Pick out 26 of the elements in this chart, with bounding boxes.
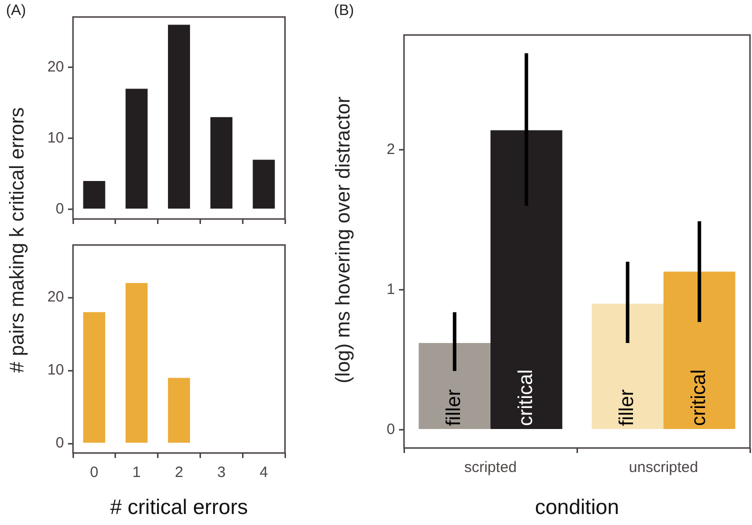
- text: filler: [616, 389, 638, 426]
- y-tick-label: 10: [47, 362, 64, 379]
- chart-title: (A): [6, 2, 26, 19]
- series-label: filler: [443, 389, 466, 426]
- x-tick-label: scripted: [464, 459, 517, 476]
- y-tick-label: 1: [386, 280, 395, 298]
- x-tick-label: 0: [90, 464, 98, 482]
- x-tick-label: unscripted: [628, 459, 698, 476]
- y-tick-label: 20: [47, 288, 64, 306]
- y-tick-label: 20: [47, 58, 64, 76]
- x-axis-title: # critical errors: [110, 496, 248, 520]
- y-tick-label: 0: [56, 434, 64, 452]
- chart-title: (B): [334, 2, 354, 19]
- y-axis-title: (log) ms hovering over distractor: [332, 96, 356, 384]
- y-tick-label: 0: [56, 200, 64, 218]
- text: critical: [688, 369, 710, 426]
- y-axis-title: # pairs making k critical errors: [6, 107, 30, 373]
- x-tick-label: 1: [132, 464, 141, 482]
- series-label: critical: [514, 369, 537, 426]
- x-tick-label: 4: [260, 464, 268, 482]
- y-tick-label: 0: [386, 420, 395, 438]
- x-tick-label: 3: [217, 464, 226, 482]
- y-tick-label: 2: [386, 140, 395, 158]
- x-axis-title: condition: [534, 496, 620, 520]
- x-tick-label: 2: [174, 464, 184, 482]
- y-tick-label: 10: [47, 130, 64, 147]
